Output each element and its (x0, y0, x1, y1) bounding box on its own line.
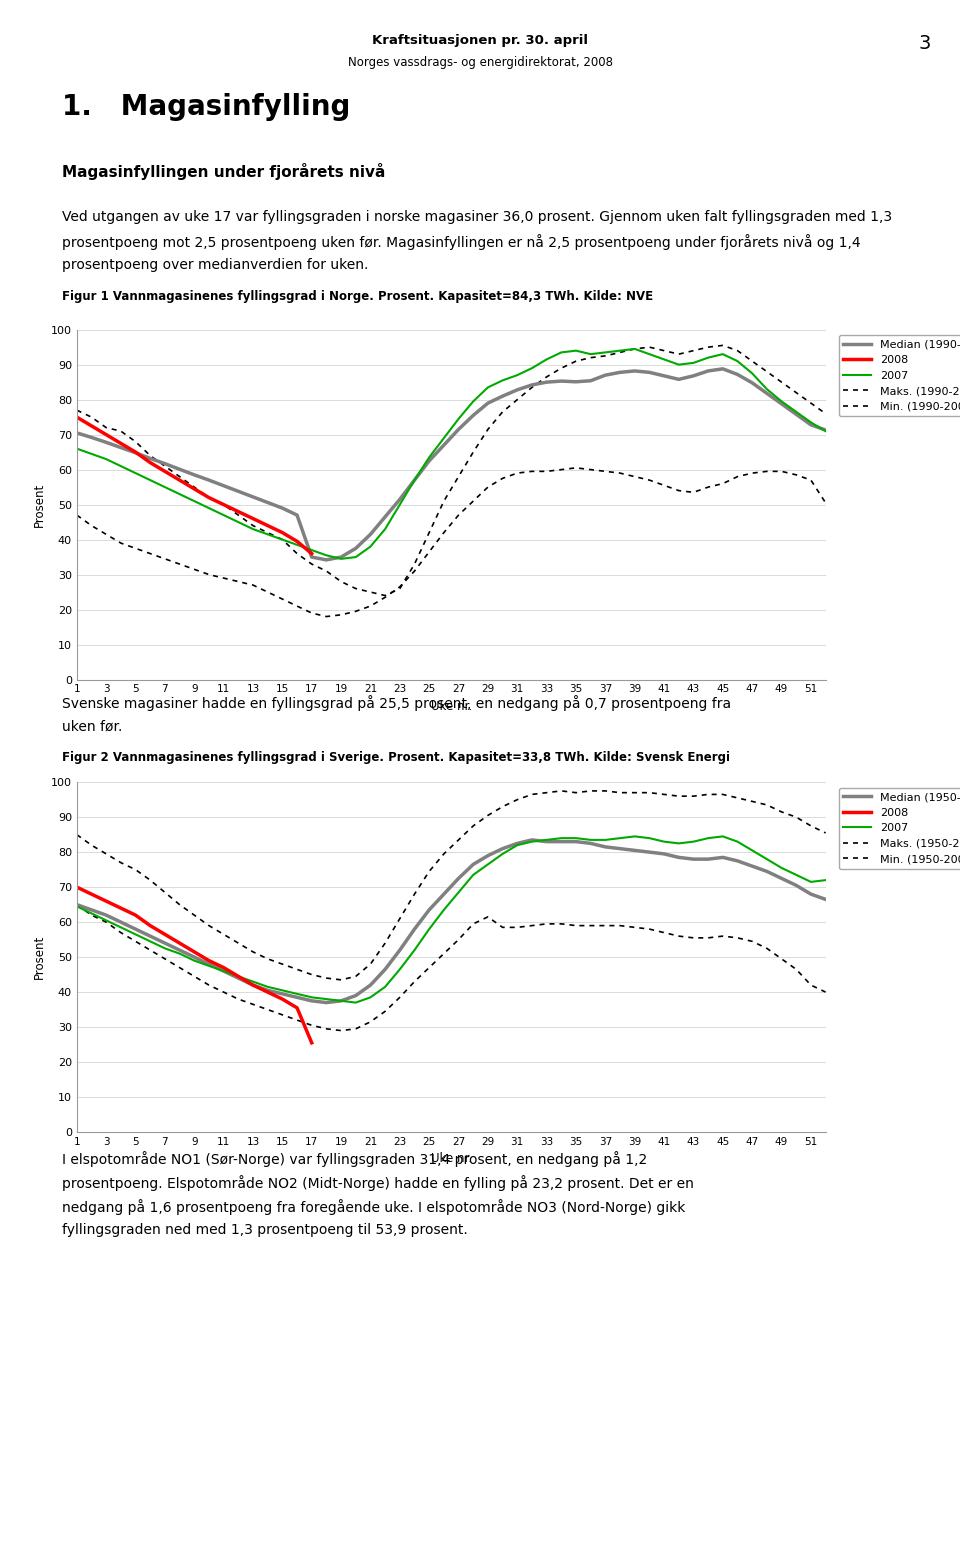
Text: Svenske magasiner hadde en fyllingsgrad på 25,5 prosent, en nedgang på 0,7 prose: Svenske magasiner hadde en fyllingsgrad … (62, 695, 732, 711)
Text: prosentpoeng mot 2,5 prosentpoeng uken før. Magasinfyllingen er nå 2,5 prosentpo: prosentpoeng mot 2,5 prosentpoeng uken f… (62, 233, 861, 250)
Text: 3: 3 (919, 34, 931, 53)
Text: fyllingsgraden ned med 1,3 prosentpoeng til 53,9 prosent.: fyllingsgraden ned med 1,3 prosentpoeng … (62, 1224, 468, 1238)
Legend: Median (1990-2007), 2008, 2007, Maks. (1990-2007), Min. (1990-2007): Median (1990-2007), 2008, 2007, Maks. (1… (839, 336, 960, 417)
Text: Figur 2 Vannmagasinenes fyllingsgrad i Sverige. Prosent. Kapasitet=33,8 TWh. Kil: Figur 2 Vannmagasinenes fyllingsgrad i S… (62, 751, 731, 764)
Y-axis label: Prosent: Prosent (33, 482, 45, 527)
Text: Ved utgangen av uke 17 var fyllingsgraden i norske magasiner 36,0 prosent. Gjenn: Ved utgangen av uke 17 var fyllingsgrade… (62, 210, 893, 224)
Text: 1.   Magasinfylling: 1. Magasinfylling (62, 93, 350, 121)
Text: uken før.: uken før. (62, 718, 123, 734)
Text: Magasinfyllingen under fjorårets nivå: Magasinfyllingen under fjorårets nivå (62, 163, 386, 180)
Text: I elspotområde NO1 (Sør-Norge) var fyllingsgraden 31,4 prosent, en nedgang på 1,: I elspotområde NO1 (Sør-Norge) var fylli… (62, 1151, 648, 1166)
Y-axis label: Prosent: Prosent (33, 935, 45, 980)
Text: Norges vassdrags- og energidirektorat, 2008: Norges vassdrags- og energidirektorat, 2… (348, 56, 612, 68)
Text: prosentpoeng. Elspotområde NO2 (Midt-Norge) hadde en fylling på 23,2 prosent. De: prosentpoeng. Elspotområde NO2 (Midt-Nor… (62, 1176, 694, 1191)
Text: prosentpoeng over medianverdien for uken.: prosentpoeng over medianverdien for uken… (62, 258, 369, 272)
X-axis label: Uke nr.: Uke nr. (431, 700, 471, 712)
Legend: Median (1950-2004), 2008, 2007, Maks. (1950-2004), Min. (1950-2004): Median (1950-2004), 2008, 2007, Maks. (1… (839, 788, 960, 869)
Text: nedgang på 1,6 prosentpoeng fra foregående uke. I elspotområde NO3 (Nord-Norge) : nedgang på 1,6 prosentpoeng fra foregåen… (62, 1199, 685, 1214)
Text: Kraftsituasjonen pr. 30. april: Kraftsituasjonen pr. 30. april (372, 34, 588, 47)
X-axis label: Uke nr.: Uke nr. (431, 1152, 471, 1165)
Text: Figur 1 Vannmagasinenes fyllingsgrad i Norge. Prosent. Kapasitet=84,3 TWh. Kilde: Figur 1 Vannmagasinenes fyllingsgrad i N… (62, 289, 654, 303)
